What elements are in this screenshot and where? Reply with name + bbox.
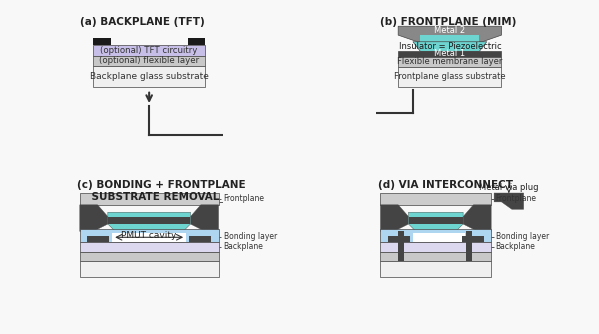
FancyBboxPatch shape bbox=[413, 233, 465, 242]
FancyBboxPatch shape bbox=[466, 231, 472, 261]
FancyBboxPatch shape bbox=[398, 231, 404, 261]
FancyBboxPatch shape bbox=[80, 242, 219, 252]
Text: Bonding layer: Bonding layer bbox=[495, 232, 549, 241]
FancyBboxPatch shape bbox=[93, 45, 205, 56]
Text: Frontplane: Frontplane bbox=[495, 194, 537, 203]
Text: (optional) TFT circuitry: (optional) TFT circuitry bbox=[101, 46, 198, 55]
Text: Flexible membrane layer: Flexible membrane layer bbox=[397, 57, 503, 66]
FancyBboxPatch shape bbox=[189, 236, 211, 242]
Polygon shape bbox=[380, 205, 409, 231]
FancyBboxPatch shape bbox=[108, 217, 190, 224]
FancyBboxPatch shape bbox=[380, 242, 491, 252]
FancyBboxPatch shape bbox=[409, 217, 463, 224]
FancyBboxPatch shape bbox=[398, 51, 501, 56]
FancyBboxPatch shape bbox=[398, 67, 501, 87]
FancyBboxPatch shape bbox=[112, 233, 186, 242]
Polygon shape bbox=[494, 193, 524, 209]
Polygon shape bbox=[409, 212, 463, 231]
Text: Metal via plug: Metal via plug bbox=[479, 183, 539, 192]
Text: Backplane: Backplane bbox=[495, 242, 536, 252]
Polygon shape bbox=[80, 205, 108, 231]
Text: (c) BONDING + FRONTPLANE
    SUBSTRATE REMOVAL: (c) BONDING + FRONTPLANE SUBSTRATE REMOV… bbox=[77, 180, 246, 202]
Text: (a) BACKPLANE (TFT): (a) BACKPLANE (TFT) bbox=[80, 17, 204, 27]
FancyBboxPatch shape bbox=[93, 56, 205, 66]
Text: Insulator = Piezoelectric: Insulator = Piezoelectric bbox=[398, 42, 501, 51]
FancyBboxPatch shape bbox=[93, 38, 111, 45]
FancyBboxPatch shape bbox=[93, 66, 205, 87]
FancyBboxPatch shape bbox=[80, 252, 219, 261]
Text: Metal 2: Metal 2 bbox=[434, 26, 465, 35]
FancyBboxPatch shape bbox=[80, 193, 219, 205]
FancyBboxPatch shape bbox=[380, 193, 491, 205]
FancyBboxPatch shape bbox=[80, 261, 219, 277]
Polygon shape bbox=[190, 205, 219, 231]
Polygon shape bbox=[108, 212, 190, 231]
Text: (d) VIA INTERCONNECT: (d) VIA INTERCONNECT bbox=[377, 180, 513, 190]
Text: (optional) flexible layer: (optional) flexible layer bbox=[99, 56, 199, 65]
Text: Frontplane: Frontplane bbox=[223, 194, 265, 203]
FancyBboxPatch shape bbox=[187, 38, 205, 45]
FancyBboxPatch shape bbox=[398, 56, 501, 67]
Text: (b) FRONTPLANE (MIM): (b) FRONTPLANE (MIM) bbox=[380, 17, 517, 27]
FancyBboxPatch shape bbox=[462, 236, 484, 242]
Text: Frontplane glass substrate: Frontplane glass substrate bbox=[394, 72, 506, 81]
Polygon shape bbox=[413, 42, 487, 51]
FancyBboxPatch shape bbox=[380, 252, 491, 261]
Polygon shape bbox=[463, 205, 491, 231]
FancyBboxPatch shape bbox=[388, 236, 410, 242]
Text: Metal 1: Metal 1 bbox=[434, 49, 465, 58]
Text: Backplane glass substrate: Backplane glass substrate bbox=[90, 72, 208, 81]
Text: Backplane: Backplane bbox=[223, 242, 264, 252]
FancyBboxPatch shape bbox=[80, 229, 219, 242]
FancyBboxPatch shape bbox=[87, 236, 110, 242]
FancyBboxPatch shape bbox=[380, 229, 491, 242]
Text: PMUT cavity: PMUT cavity bbox=[122, 231, 177, 240]
Text: Bonding layer: Bonding layer bbox=[223, 232, 277, 241]
Polygon shape bbox=[420, 35, 479, 42]
FancyBboxPatch shape bbox=[380, 261, 491, 277]
Polygon shape bbox=[398, 26, 501, 42]
